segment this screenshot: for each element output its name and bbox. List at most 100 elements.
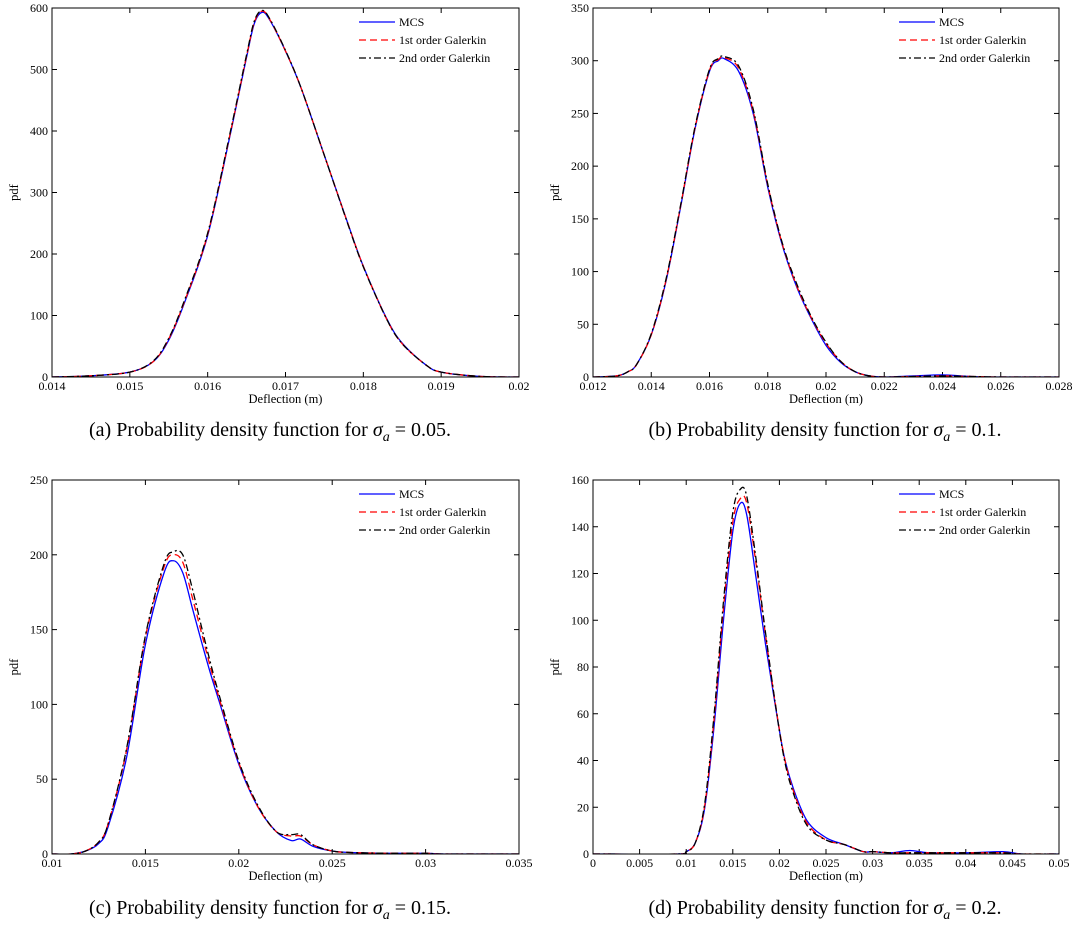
caption-symbol: σ <box>373 897 384 919</box>
x-tick-label: 0.02 <box>816 379 837 393</box>
legend-label: 2nd order Galerkin <box>399 51 490 65</box>
caption-value: = 0.2. <box>950 897 1001 919</box>
plot-frame <box>592 479 1060 855</box>
panel-caption: (d) Probability density function for σa … <box>648 897 1001 923</box>
series-line-2nd-order-galerkin <box>52 549 519 854</box>
x-tick-label: 0.014 <box>638 379 665 393</box>
y-tick-label: 250 <box>30 473 48 487</box>
legend-label: MCS <box>399 15 424 29</box>
series-line-mcs <box>593 57 1059 377</box>
y-tick-label: 600 <box>30 1 48 15</box>
x-tick-label: 0 <box>590 856 596 870</box>
y-tick-label: 100 <box>571 265 589 279</box>
x-axis-label: Deflection (m) <box>789 392 863 406</box>
caption-text: (b) Probability density function for <box>648 419 933 441</box>
x-tick-label: 0.015 <box>132 856 159 870</box>
y-tick-label: 200 <box>30 247 48 261</box>
y-tick-label: 500 <box>30 63 48 77</box>
x-tick-label: 0.04 <box>955 856 976 870</box>
y-tick-label: 80 <box>577 660 589 674</box>
series-line-mcs <box>593 501 1059 854</box>
y-tick-label: 50 <box>577 317 589 331</box>
series-line-mcs <box>52 11 519 377</box>
legend-label: MCS <box>939 487 964 501</box>
x-tick-label: 0.016 <box>194 379 221 393</box>
y-tick-label: 400 <box>30 124 48 138</box>
series-line-1st-order-galerkin <box>593 56 1059 377</box>
series-line-2nd-order-galerkin <box>593 55 1059 377</box>
y-axis-label: pdf <box>7 183 21 201</box>
x-tick-label: 0.03 <box>415 856 436 870</box>
caption-value: = 0.1. <box>950 419 1001 441</box>
legend-label: MCS <box>939 15 964 29</box>
x-axis-label: Deflection (m) <box>789 869 863 883</box>
series-line-2nd-order-galerkin <box>593 486 1059 854</box>
x-tick-label: 0.03 <box>862 856 883 870</box>
legend-label: 2nd order Galerkin <box>939 523 1030 537</box>
x-tick-label: 0.014 <box>39 379 66 393</box>
legend-label: 1st order Galerkin <box>399 505 486 519</box>
x-tick-label: 0.02 <box>509 379 530 393</box>
y-tick-label: 0 <box>42 370 48 384</box>
series-line-1st-order-galerkin <box>593 495 1059 854</box>
caption-subscript: a <box>383 430 390 445</box>
chart-panel-d: 0 0.005 0.01 0.015 0.02 0.025 0.03 0.035 0.04 0.0… <box>548 473 1070 923</box>
y-axis-label: pdf <box>7 658 21 676</box>
legend-label: MCS <box>399 487 424 501</box>
caption-value: = 0.15. <box>390 897 451 919</box>
y-tick-label: 140 <box>571 520 589 534</box>
plot-frame <box>592 7 1060 378</box>
series-line-1st-order-galerkin <box>52 553 519 854</box>
x-tick-label: 0.02 <box>769 856 790 870</box>
chart-panel-b: 0.012 0.014 0.016 0.018 0.02 0.022 0.024 0.026 0… <box>548 1 1073 445</box>
legend-label: 1st order Galerkin <box>939 505 1026 519</box>
y-tick-label: 200 <box>30 548 48 562</box>
y-tick-label: 100 <box>30 697 48 711</box>
caption-text: (c) Probability density function for <box>89 897 373 919</box>
y-tick-label: 0 <box>42 847 48 861</box>
x-tick-label: 0.045 <box>999 856 1026 870</box>
chart-panel-a: 0.014 0.015 0.016 0.017 0.018 0.019 0.02 0 100 20… <box>7 1 530 445</box>
x-tick-label: 0.01 <box>42 856 63 870</box>
caption-symbol: σ <box>933 897 944 919</box>
x-tick-label: 0.019 <box>428 379 455 393</box>
x-tick-label: 0.024 <box>929 379 956 393</box>
legend-label: 2nd order Galerkin <box>399 523 490 537</box>
x-axis-label: Deflection (m) <box>249 869 323 883</box>
caption-symbol: σ <box>373 419 384 441</box>
series-line-2nd-order-galerkin <box>52 9 519 377</box>
caption-subscript: a <box>943 908 950 923</box>
x-tick-label: 0.017 <box>272 379 299 393</box>
y-tick-label: 40 <box>577 754 589 768</box>
series-line-mcs <box>52 560 519 854</box>
legend-label: 1st order Galerkin <box>399 33 486 47</box>
legend-label: 2nd order Galerkin <box>939 51 1030 65</box>
y-tick-label: 300 <box>571 54 589 68</box>
x-tick-label: 0.01 <box>676 856 697 870</box>
caption-text: (d) Probability density function for <box>648 897 933 919</box>
x-tick-label: 0.015 <box>719 856 746 870</box>
y-tick-label: 0 <box>583 370 589 384</box>
panel-caption: (b) Probability density function for σa … <box>648 419 1001 445</box>
x-tick-label: 0.025 <box>813 856 840 870</box>
x-tick-label: 0.012 <box>580 379 607 393</box>
caption-symbol: σ <box>933 419 944 441</box>
x-tick-label: 0.015 <box>116 379 143 393</box>
y-tick-label: 120 <box>571 567 589 581</box>
y-tick-label: 160 <box>571 473 589 487</box>
y-tick-label: 150 <box>30 623 48 637</box>
y-tick-label: 300 <box>30 186 48 200</box>
y-tick-label: 100 <box>30 309 48 323</box>
caption-value: = 0.05. <box>390 419 451 441</box>
x-tick-label: 0.035 <box>506 856 533 870</box>
x-axis-label: Deflection (m) <box>249 392 323 406</box>
x-tick-label: 0.05 <box>1049 856 1070 870</box>
y-axis-label: pdf <box>548 183 562 201</box>
y-tick-label: 100 <box>571 613 589 627</box>
x-tick-label: 0.018 <box>754 379 781 393</box>
plot-frame <box>51 7 520 378</box>
x-tick-label: 0.005 <box>626 856 653 870</box>
y-tick-label: 200 <box>571 159 589 173</box>
x-tick-label: 0.02 <box>228 856 249 870</box>
